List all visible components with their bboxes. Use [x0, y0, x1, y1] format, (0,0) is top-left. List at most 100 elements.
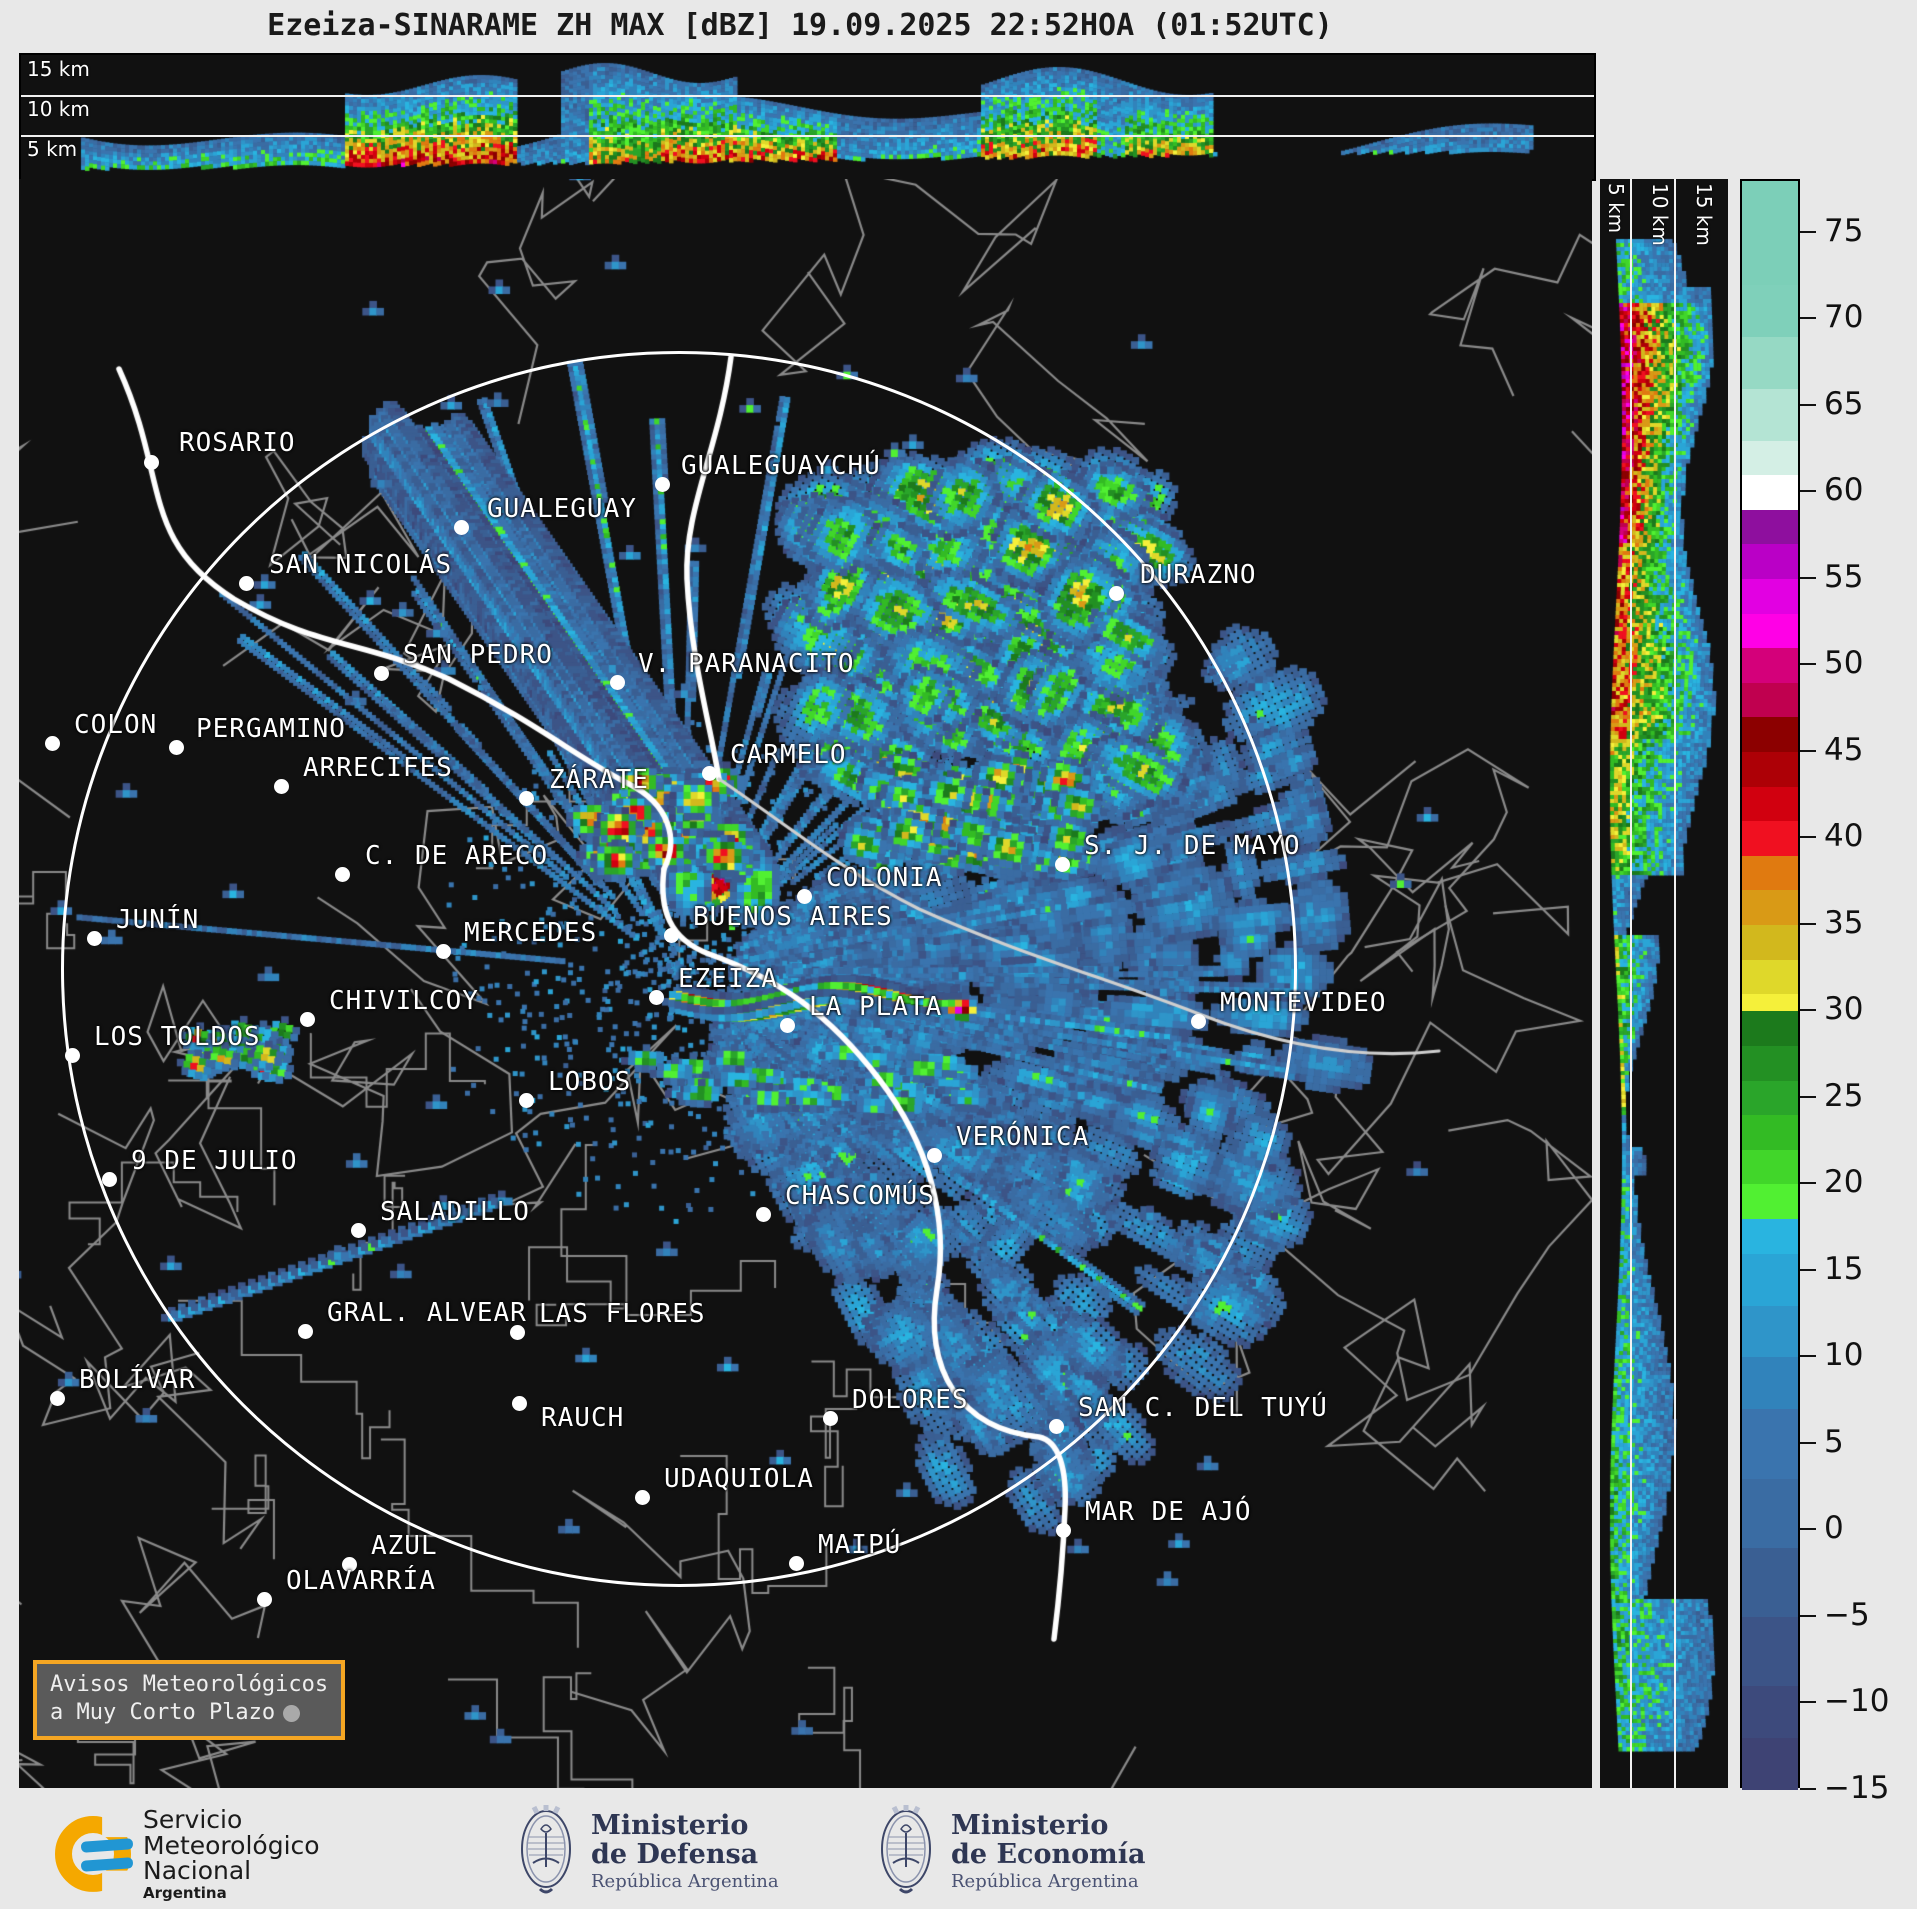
city-dot-icon [257, 1592, 272, 1607]
colorbar-segment [1742, 1478, 1798, 1548]
colorbar-segment [1742, 994, 1798, 1012]
colorbar-segment [1742, 1115, 1798, 1150]
colorbar-tick-label: −5 [1824, 1596, 1870, 1633]
city-label: LOBOS [548, 1067, 632, 1097]
footer-logos: Servicio Meteorológico Nacional Argentin… [0, 1795, 1917, 1909]
colorbar-segment [1742, 786, 1798, 822]
colorbar: 75 70 65 60 55 50 45 40 35 30 25 20 15 10 5 0 −5 −10 −15 [1740, 179, 1889, 1806]
colorbar-tick [1800, 922, 1816, 925]
city-dot-icon [635, 1490, 650, 1505]
colorbar-segment [1742, 959, 1798, 995]
colorbar-segment [1742, 1219, 1798, 1254]
colorbar-tick [1800, 317, 1816, 320]
colorbar-segment [1742, 1011, 1798, 1047]
city-label: OLAVARRÍA [286, 1566, 436, 1596]
colorbar-tick [1800, 490, 1816, 493]
colorbar-segment [1742, 578, 1798, 614]
city-label: LA PLATA [809, 992, 943, 1022]
city-dot-icon [510, 1325, 525, 1340]
colorbar-tick-label: −10 [1824, 1683, 1890, 1720]
colorbar-tick-label: 60 [1824, 472, 1864, 509]
city-label: COLONIA [826, 863, 943, 893]
colorbar-segment [1742, 1357, 1798, 1410]
city-label: EZEIZA [678, 964, 778, 994]
colorbar-tick [1800, 403, 1816, 406]
city-dot-icon [519, 791, 534, 806]
page-title: Ezeiza-SINARAME ZH MAX [dBZ] 19.09.2025 … [267, 8, 1333, 43]
colorbar-segment [1742, 924, 1798, 960]
colorbar-segment [1742, 1616, 1798, 1687]
city-label: CHIVILCOY [329, 986, 479, 1016]
city-label: DURAZNO [1140, 560, 1257, 590]
colorbar-tick [1800, 1355, 1816, 1358]
city-dot-icon [1109, 586, 1124, 601]
colorbar-segment [1742, 336, 1798, 389]
colorbar-tick [1800, 1009, 1816, 1012]
colorbar-tick-label: 50 [1824, 645, 1864, 682]
colorbar-segment [1742, 1738, 1798, 1790]
colorbar-segment [1742, 613, 1798, 649]
warning-badge-dot-icon [283, 1704, 301, 1722]
city-label: SAN C. DEL TUYÚ [1078, 1393, 1328, 1423]
city-label: DOLORES [852, 1385, 969, 1415]
colorbar-segment [1742, 1686, 1798, 1739]
city-label: MAIPÚ [818, 1530, 902, 1560]
city-dot-icon [87, 931, 102, 946]
colorbar-tick [1800, 230, 1816, 233]
xsec-height-label-5km: 5 km [27, 137, 78, 161]
city-dot-icon [927, 1148, 942, 1163]
economia-line2: de Economía [951, 1838, 1146, 1870]
colorbar-tick [1800, 663, 1816, 666]
colorbar-tick [1800, 1788, 1816, 1790]
colorbar-tick [1800, 1182, 1816, 1185]
cross-section-y-panel: 5 km 10 km 15 km [1600, 179, 1728, 1788]
colorbar-segment [1742, 890, 1798, 925]
radar-map-panel[interactable]: ROSARIO GUALEGUAYCHÚ GUALEGUAY SAN NICOLÁS D… [19, 179, 1592, 1788]
smn-logo-icon [55, 1815, 134, 1892]
city-label: GRAL. ALVEAR [327, 1298, 527, 1328]
city-label: MONTEVIDEO [1220, 988, 1387, 1018]
smn-line4: Argentina [143, 1883, 227, 1902]
colorbar-tick [1800, 1528, 1816, 1531]
ysec-height-label-5km: 5 km [1604, 183, 1628, 234]
colorbar-tick-label: 30 [1824, 991, 1864, 1028]
colorbar-tick-label: 20 [1824, 1164, 1864, 1201]
economia-line1: Ministerio [951, 1809, 1109, 1841]
colorbar-segment [1742, 1305, 1798, 1358]
city-label: BOLÍVAR [79, 1365, 196, 1395]
city-label: JUNÍN [116, 905, 200, 935]
colorbar-segment [1742, 1149, 1798, 1185]
defensa-line1: Ministerio [591, 1809, 749, 1841]
city-label: ROSARIO [179, 428, 296, 458]
city-label: SAN PEDRO [403, 640, 553, 670]
city-label: 9 DE JULIO [131, 1146, 298, 1176]
cross-section-x-panel: 15 km 10 km 5 km [19, 53, 1596, 181]
argentina-coat-of-arms-icon [875, 1803, 937, 1899]
warning-badge[interactable]: Avisos Meteorológicos a Muy Corto Plazo [33, 1660, 346, 1741]
defensa-line2: de Defensa [591, 1838, 759, 1870]
colorbar-tick-label: 15 [1824, 1250, 1864, 1287]
city-label: PERGAMINO [196, 714, 346, 744]
city-label: VERÓNICA [956, 1122, 1090, 1152]
colorbar-tick-label: 45 [1824, 731, 1864, 768]
city-label: UDAQUIOLA [664, 1464, 814, 1494]
city-label: AZUL [371, 1531, 438, 1561]
colorbar-tick [1800, 1268, 1816, 1271]
city-label: CARMELO [730, 740, 847, 770]
city-dot-icon [655, 477, 670, 492]
city-dot-icon [102, 1172, 117, 1187]
city-dot-icon [300, 1012, 315, 1027]
colorbar-tick [1800, 836, 1816, 839]
colorbar-tick-label: 70 [1824, 299, 1864, 336]
logo-ministerio-defensa: Ministerio de Defensa República Argentin… [515, 1803, 779, 1899]
colorbar-segment [1742, 181, 1798, 285]
city-label: MAR DE AJÓ [1085, 1497, 1252, 1527]
city-dot-icon [436, 944, 451, 959]
colorbar-tick-label: 55 [1824, 558, 1864, 595]
city-label: MERCEDES [464, 918, 598, 948]
city-label: ARRECIFES [303, 753, 453, 783]
city-dot-icon [335, 867, 350, 882]
city-dot-icon [780, 1018, 795, 1033]
city-dot-icon [454, 520, 469, 535]
colorbar-segment [1742, 751, 1798, 787]
